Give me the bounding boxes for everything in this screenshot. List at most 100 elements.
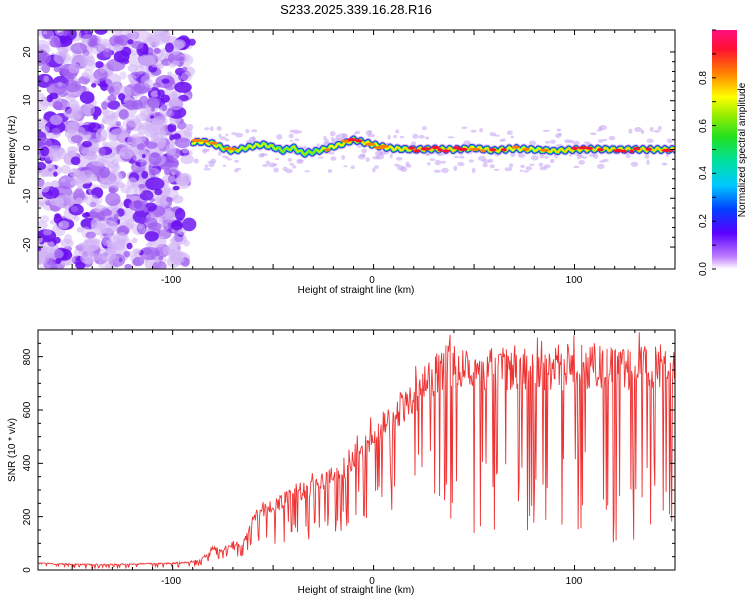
noise-blob: [91, 174, 98, 182]
noise-blob: [118, 93, 126, 101]
tone-peak: [597, 148, 604, 152]
noise-blob: [76, 227, 84, 233]
noise-speck: [608, 135, 616, 141]
tone-peak: [522, 147, 530, 151]
noise-blob: [53, 236, 61, 244]
noise-blob: [111, 164, 121, 172]
tone-peak: [511, 145, 520, 149]
tone-peak: [413, 149, 421, 153]
noise-speck: [395, 129, 400, 134]
noise-blob: [57, 81, 63, 87]
noise-blob: [39, 265, 45, 269]
y-tick-label-bot-1: 200: [22, 508, 33, 525]
tone-peak: [629, 149, 634, 153]
noise-speck: [649, 126, 654, 132]
noise-blob: [70, 179, 79, 187]
noise-speck: [657, 126, 662, 131]
noise-blob: [82, 103, 96, 116]
tone-peak: [420, 147, 431, 151]
noise-blob: [152, 260, 167, 269]
noise-speck: [204, 127, 210, 131]
noise-blob: [165, 196, 173, 203]
noise-speck: [434, 159, 442, 166]
noise-blob: [116, 232, 127, 242]
y-tick-label-top-1: 10: [22, 94, 33, 106]
noise-blob: [147, 96, 160, 109]
tone-peak: [231, 147, 237, 151]
noise-speck: [578, 160, 585, 165]
noise-speck: [296, 158, 304, 165]
noise-blob: [113, 50, 130, 63]
noise-blob: [87, 152, 98, 161]
noise-blob: [55, 258, 62, 264]
x-tick-label-top-2: 100: [566, 275, 583, 286]
noise-speck: [542, 129, 550, 132]
noise-blob: [84, 131, 92, 139]
noise-blob: [138, 54, 156, 67]
noise-speck: [602, 138, 608, 142]
noise-blob: [174, 208, 186, 221]
noise-speck: [317, 156, 324, 159]
noise-blob: [56, 225, 62, 231]
noise-speck: [273, 167, 279, 173]
noise-speck: [343, 165, 348, 168]
noise-speck: [599, 124, 607, 131]
noise-speck: [208, 162, 215, 168]
noise-blob: [53, 171, 58, 177]
tone-peak: [190, 138, 203, 142]
noise-blob: [165, 143, 177, 156]
noise-blob: [51, 180, 59, 188]
noise-blob: [100, 179, 111, 189]
noise-blob: [126, 115, 141, 128]
y-tick-label-bot-2: 400: [22, 454, 33, 471]
noise-blob: [71, 205, 78, 213]
noise-speck: [630, 161, 639, 167]
noise-blob: [82, 212, 91, 218]
noise-blob: [81, 239, 99, 252]
noise-blob: [46, 82, 67, 96]
noise-blob: [40, 125, 50, 134]
y-tick-label-bot-4: 800: [22, 348, 33, 365]
noise-blob: [126, 120, 136, 131]
noise-speck: [453, 155, 460, 159]
x-tick-label-top-0: -100: [161, 275, 181, 286]
noise-blob: [127, 74, 132, 79]
noise-speck: [258, 153, 264, 158]
noise-blob: [160, 94, 171, 103]
noise-speck: [262, 164, 269, 167]
noise-speck: [634, 127, 642, 132]
noise-speck: [544, 155, 549, 159]
noise-speck: [218, 133, 222, 138]
noise-blob: [170, 220, 183, 231]
noise-blob: [132, 256, 145, 267]
noise-blob: [90, 218, 101, 230]
noise-blob: [91, 83, 97, 88]
noise-speck: [549, 158, 555, 164]
noise-blob: [70, 42, 88, 54]
noise-blobs: [38, 30, 673, 269]
noise-blob: [119, 71, 127, 80]
tone-peak: [442, 149, 450, 153]
noise-blob: [159, 187, 171, 198]
x-tick-label-bot-2: 100: [566, 576, 583, 587]
noise-blob: [115, 121, 122, 127]
noise-blob: [162, 221, 169, 226]
y-tick-label-top-0: 20: [22, 46, 33, 58]
noise-blob: [51, 127, 61, 136]
colorbar-ticks: [712, 29, 716, 270]
noise-blob: [153, 48, 161, 55]
noise-speck: [661, 162, 668, 166]
noise-blob: [131, 183, 135, 187]
noise-blob: [113, 214, 119, 220]
noise-blob: [145, 141, 158, 149]
noise-blob: [150, 90, 160, 98]
noise-blob: [91, 138, 99, 145]
noise-speck: [222, 164, 227, 167]
noise-speck: [640, 129, 645, 134]
noise-speck: [360, 153, 366, 158]
noise-blob: [72, 168, 78, 173]
noise-speck: [389, 153, 393, 159]
noise-speck: [597, 163, 605, 170]
noise-blob: [38, 196, 48, 205]
tone-peak: [468, 147, 481, 151]
